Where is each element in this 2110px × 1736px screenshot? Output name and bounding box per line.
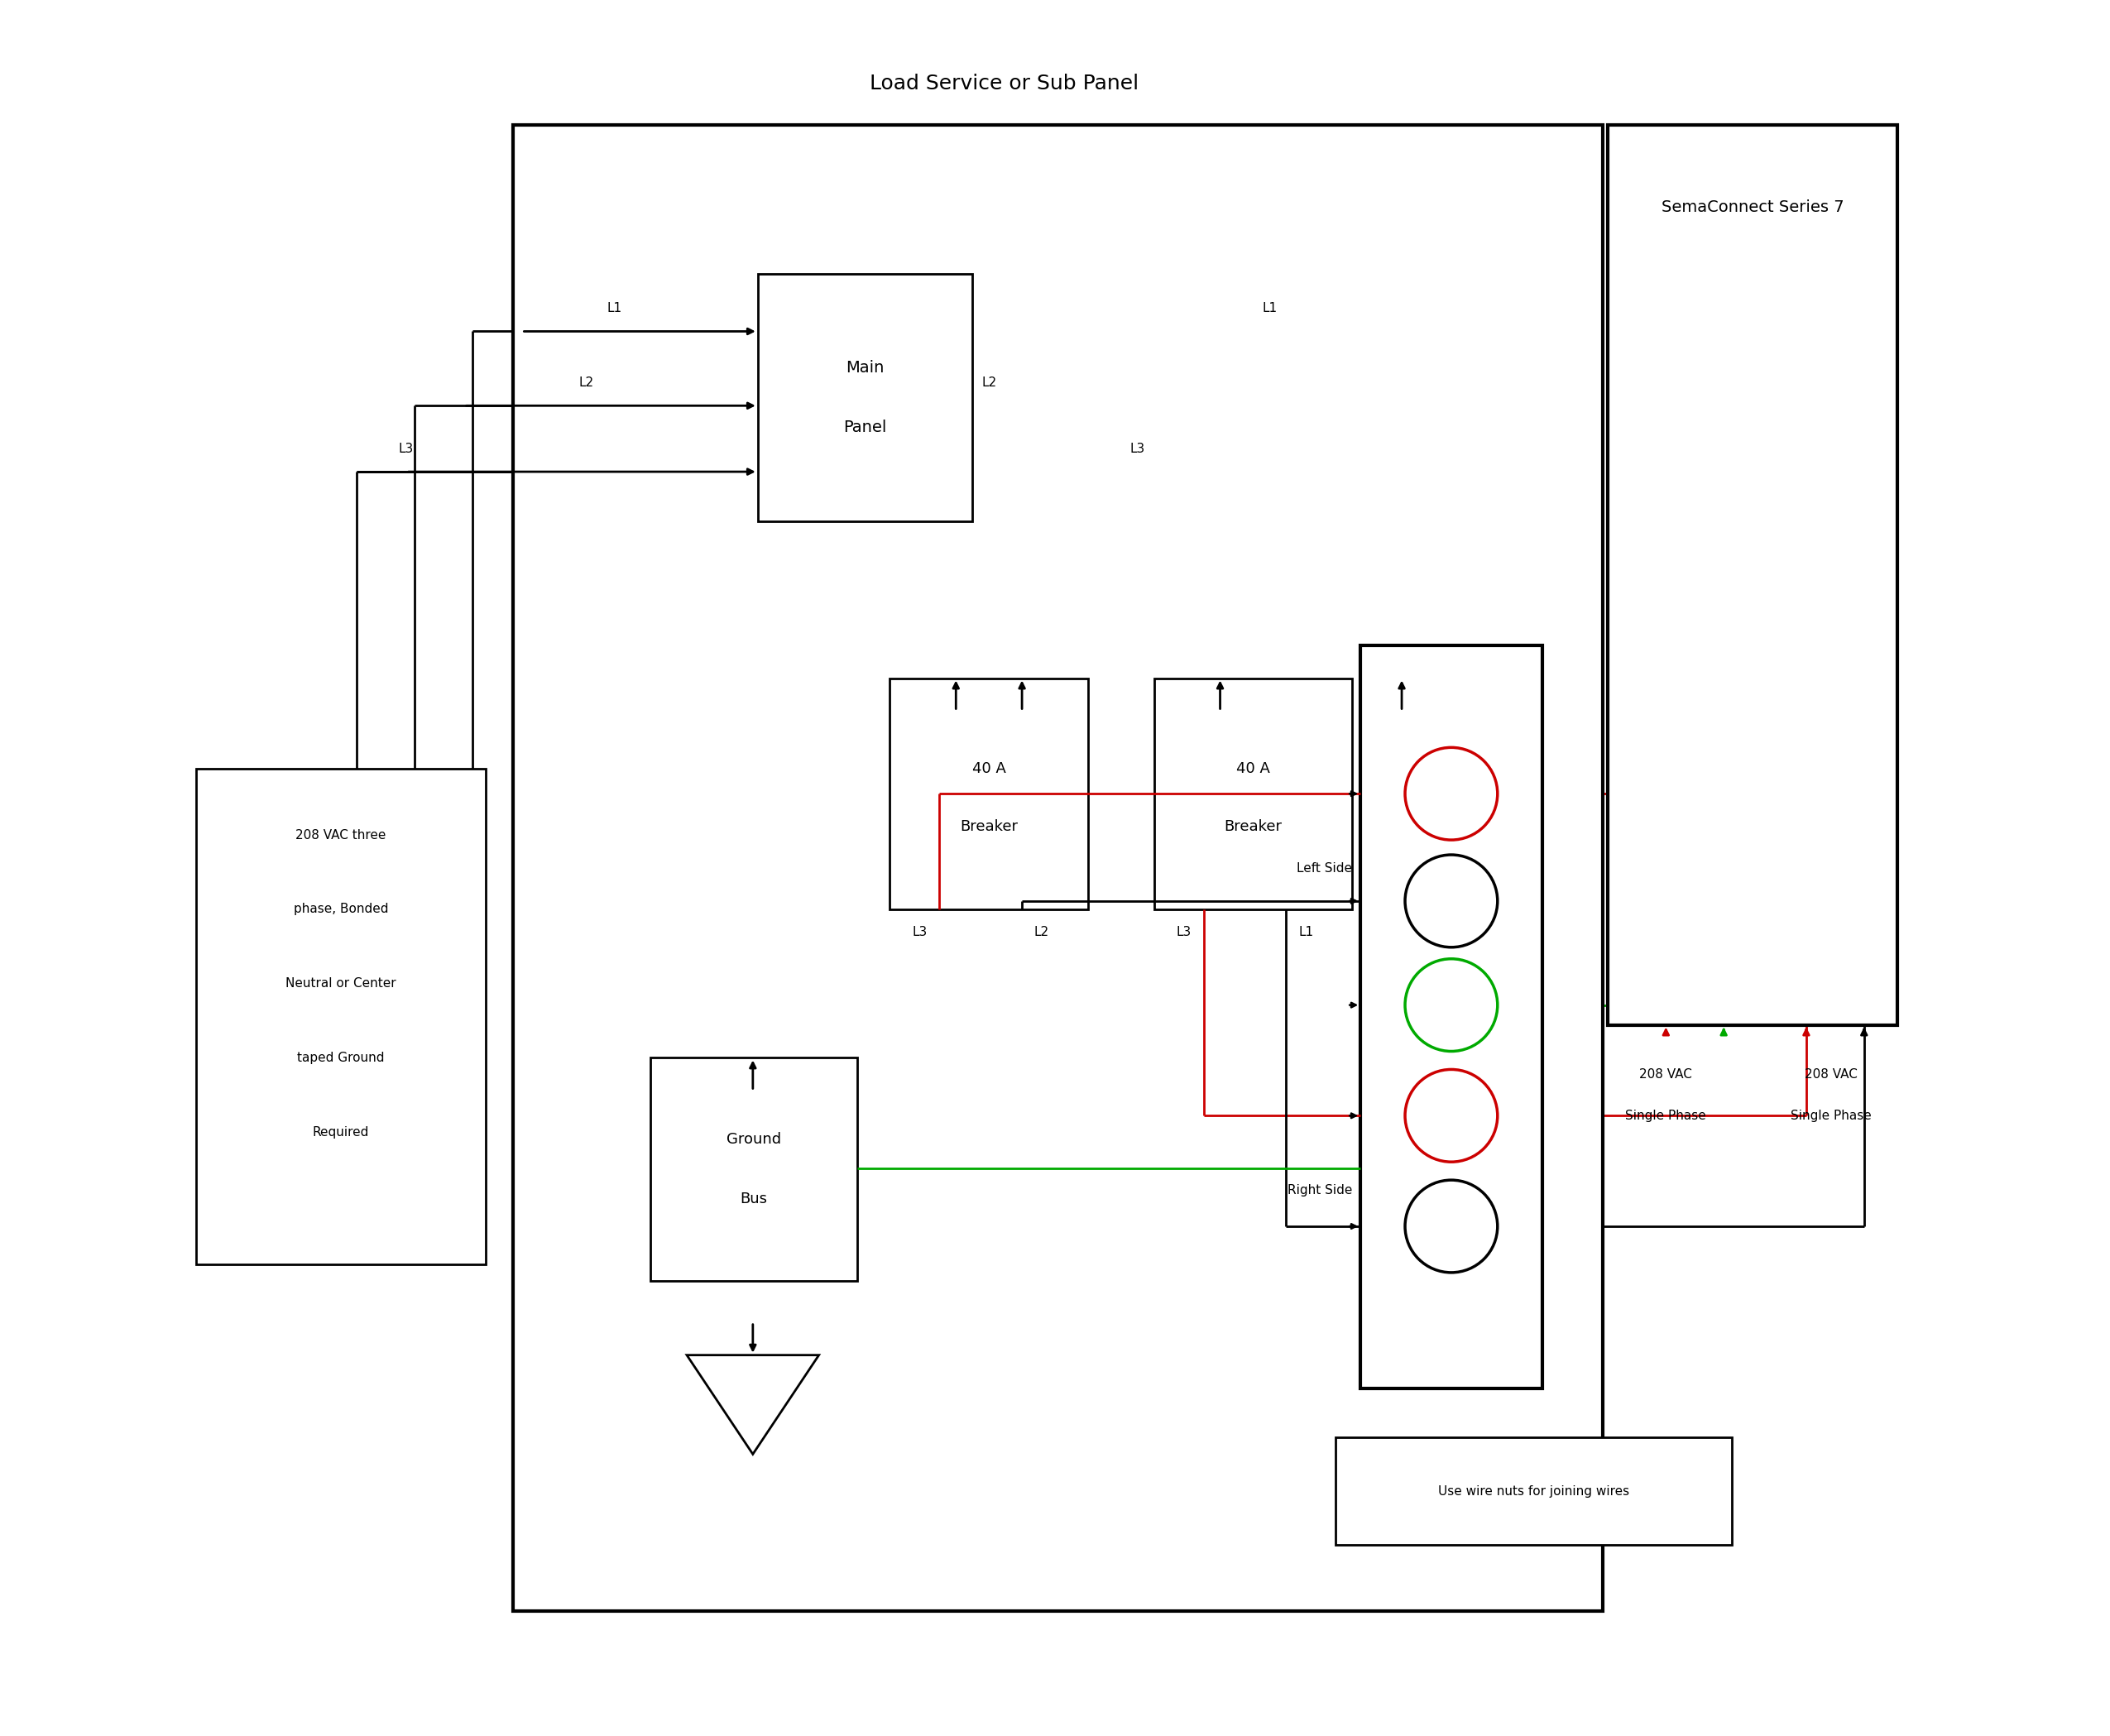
Text: phase, Bonded: phase, Bonded <box>293 903 388 915</box>
Bar <box>650 1057 857 1281</box>
Circle shape <box>1405 1069 1498 1161</box>
Bar <box>1361 646 1542 1389</box>
Bar <box>1336 1437 1732 1545</box>
Text: Main: Main <box>846 359 884 375</box>
Bar <box>1154 679 1353 910</box>
Bar <box>513 125 1604 1611</box>
Text: 208 VAC three: 208 VAC three <box>295 828 386 842</box>
Text: Neutral or Center: Neutral or Center <box>285 977 397 990</box>
Text: SemaConnect Series 7: SemaConnect Series 7 <box>1661 200 1844 215</box>
Circle shape <box>1405 1180 1498 1272</box>
Text: Left Side: Left Side <box>1298 861 1353 875</box>
Text: 208 VAC: 208 VAC <box>1804 1068 1857 1080</box>
Text: Single Phase: Single Phase <box>1791 1109 1872 1121</box>
Text: Breaker: Breaker <box>1224 819 1283 835</box>
Text: Panel: Panel <box>844 420 886 436</box>
Text: Bus: Bus <box>741 1191 768 1207</box>
Text: L3: L3 <box>1131 443 1146 455</box>
Text: Required: Required <box>312 1127 369 1139</box>
Text: 40 A: 40 A <box>1236 762 1270 776</box>
Text: 40 A: 40 A <box>973 762 1006 776</box>
Text: Ground: Ground <box>726 1132 781 1147</box>
Text: Single Phase: Single Phase <box>1625 1109 1707 1121</box>
Circle shape <box>1405 748 1498 840</box>
Text: L1: L1 <box>1262 302 1277 314</box>
Text: L3: L3 <box>912 927 926 939</box>
Text: taped Ground: taped Ground <box>298 1052 384 1064</box>
Bar <box>1608 125 1897 1024</box>
Text: Breaker: Breaker <box>960 819 1017 835</box>
Text: Right Side: Right Side <box>1287 1184 1353 1196</box>
Text: L3: L3 <box>1175 927 1192 939</box>
Text: Use wire nuts for joining wires: Use wire nuts for joining wires <box>1439 1484 1629 1498</box>
Text: L1: L1 <box>608 302 622 314</box>
Text: L3: L3 <box>399 443 414 455</box>
Text: Load Service or Sub Panel: Load Service or Sub Panel <box>869 73 1137 94</box>
Bar <box>890 679 1089 910</box>
Text: L2: L2 <box>1034 927 1049 939</box>
Text: L2: L2 <box>981 377 996 389</box>
Bar <box>196 769 485 1264</box>
Text: L2: L2 <box>578 377 593 389</box>
Circle shape <box>1405 958 1498 1052</box>
Circle shape <box>1405 854 1498 948</box>
Bar <box>757 274 973 521</box>
Text: 208 VAC: 208 VAC <box>1639 1068 1692 1080</box>
Text: L1: L1 <box>1298 927 1312 939</box>
